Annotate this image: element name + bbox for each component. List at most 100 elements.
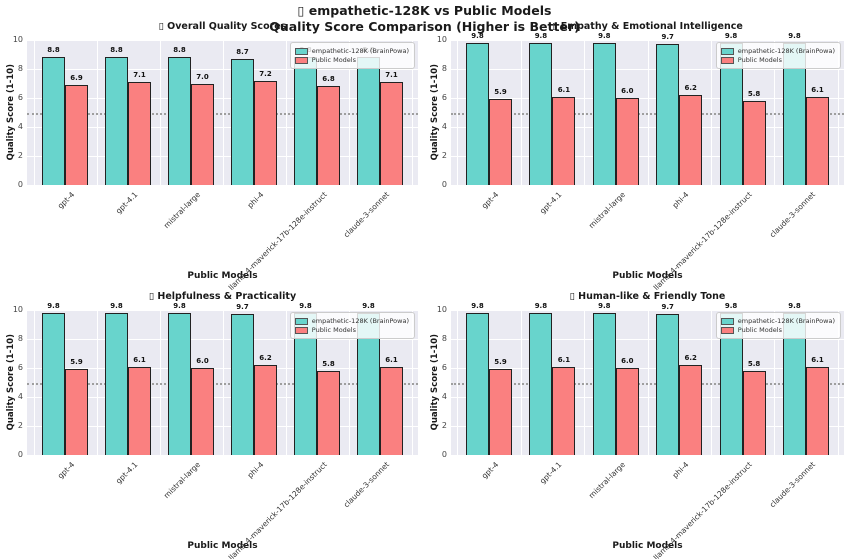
legend-label: Public Models: [311, 326, 357, 334]
x-tick-label-text: gpt-4.1: [538, 190, 564, 216]
y-tick-label: 2: [17, 421, 23, 430]
legend-item: Public Models: [720, 326, 835, 334]
y-tick-label: 8: [17, 334, 23, 343]
bar-value-label: 8.8: [173, 46, 186, 55]
bar-value-label: 6.8: [322, 75, 335, 84]
threshold-line: [451, 382, 844, 385]
bar-value-label: 8.8: [47, 46, 60, 55]
bar-value-label: 6.1: [133, 355, 146, 364]
legend-label: empathetic-128K (BrainPowa): [311, 47, 409, 55]
bar-empathetic-gpt-4: [42, 57, 65, 185]
x-tick-label-text: mistral-large: [162, 190, 203, 231]
bar-value-label: 9.8: [299, 301, 312, 310]
bar-value-label: 6.2: [684, 84, 697, 93]
x-tick-label-text: phi-4: [245, 190, 266, 210]
legend-label: Public Models: [737, 326, 783, 334]
bar-value-label: 9.7: [236, 303, 249, 312]
bar-value-label: 9.8: [788, 31, 801, 40]
bar-value-label: 9.8: [471, 31, 484, 40]
bar-empathetic-gpt-4-1: [105, 312, 128, 455]
bar-value-label: 6.0: [621, 87, 634, 95]
bar-empathetic-mistral-large: [592, 312, 616, 455]
bar-value-label: 6.2: [259, 354, 272, 363]
bar-public-mistral-large: [615, 98, 639, 185]
bar-public-mistral-large: [191, 83, 214, 185]
legend: empathetic-128K (BrainPowa) Public Models: [289, 312, 415, 339]
horizontal-gridline: [27, 40, 418, 41]
y-tick-label: 10: [12, 35, 23, 44]
bar-empathetic-gpt-4: [466, 312, 489, 455]
legend-swatch-public: [720, 326, 734, 334]
bar-empathetic-mistral-large: [592, 42, 616, 185]
bar-value-label: 9.8: [362, 301, 375, 310]
subplot-overall-quality-scores: ▯ Overall Quality Scores Quality Score (…: [6, 21, 418, 292]
x-tick-label-text: claude-3-sonnet: [768, 460, 818, 510]
subplot-empathy-emotional-intelligence: ▯ Empathy & Emotional Intelligence Quali…: [430, 21, 844, 292]
bar-value-label: 9.8: [598, 301, 611, 310]
x-tick-label-text: claude-3-sonnet: [768, 190, 818, 240]
bar-public-llama-4-maverick-17b-128e-instruct: [317, 86, 340, 185]
bar-value-label: 6.1: [557, 355, 571, 364]
y-tick-label: 10: [436, 35, 447, 44]
y-tick-label: 0: [17, 450, 23, 459]
bar-empathetic-mistral-large: [168, 312, 191, 455]
bar-public-phi-4: [679, 365, 703, 455]
legend-swatch-empathetic: [720, 47, 734, 55]
figure-title-line2: Quality Score Comparison (Higher is Bett…: [269, 19, 580, 34]
horizontal-gridline: [27, 156, 418, 157]
bar-empathetic-gpt-4: [42, 312, 65, 455]
horizontal-gridline: [27, 339, 418, 340]
bar-value-label: 8.8: [110, 46, 123, 55]
bar-public-gpt-4-1: [128, 366, 151, 455]
y-tick-label: 2: [441, 421, 447, 430]
y-tick-label: 0: [17, 180, 23, 189]
bar-value-label: 7.0: [196, 72, 209, 81]
bar-value-label: 6.1: [811, 85, 824, 94]
horizontal-gridline: [27, 310, 418, 311]
bar-public-llama-4-maverick-17b-128e-instruct: [317, 370, 340, 455]
bar-value-label: 5.8: [747, 359, 761, 368]
bar-public-gpt-4: [65, 84, 88, 185]
bar-value-label: 6.2: [684, 354, 697, 363]
y-tick-label: 0: [441, 180, 447, 189]
bar-value-label: 6.1: [557, 85, 571, 94]
horizontal-gridline: [451, 69, 844, 70]
horizontal-gridline: [27, 69, 418, 70]
y-axis-label: Quality Score (1-10): [5, 334, 16, 431]
legend-item: Public Models: [294, 56, 409, 64]
plot-area: 0 2 4 6 8 10 9.8 5.9 gpt-4 9.8 6.1 gpt-4.1 9.8 6.0 mis…: [437, 302, 844, 559]
legend-item: empathetic-128K (BrainPowa): [720, 47, 835, 55]
y-tick-label: 6: [17, 363, 23, 372]
horizontal-gridline: [451, 156, 844, 157]
bar-empathetic-gpt-4-1: [529, 42, 553, 185]
y-tick-label: 8: [17, 64, 23, 73]
horizontal-gridline: [451, 40, 844, 41]
bar-value-label: 9.8: [724, 31, 738, 40]
y-tick-label: 2: [441, 151, 447, 160]
y-tick-label: 4: [441, 122, 447, 131]
horizontal-gridline: [451, 98, 844, 99]
plot-area: 0 2 4 6 8 10 9.8 5.9 gpt-4 9.8 6.1 gpt-4.1 9.8 6.0 mis…: [13, 302, 418, 559]
subplot-helpfulness-practicality: ▯ Helpfulness & Practicality Quality Sco…: [6, 291, 418, 559]
bar-value-label: 9.7: [661, 303, 674, 312]
threshold-line: [27, 382, 418, 385]
legend-item: Public Models: [294, 326, 409, 334]
y-tick-label: 6: [17, 93, 23, 102]
x-tick-label-text: mistral-large: [587, 460, 628, 501]
x-axis-label: Public Models: [612, 271, 683, 281]
bar-value-label: 6.0: [621, 357, 634, 365]
x-tick-label-text: gpt-4: [55, 460, 77, 481]
legend-swatch-public: [294, 56, 308, 64]
bar-public-phi-4: [254, 80, 277, 185]
horizontal-gridline: [451, 368, 844, 369]
y-tick-label: 4: [17, 392, 23, 401]
bar-empathetic-phi-4: [231, 58, 254, 185]
threshold-line: [27, 112, 418, 115]
bar-public-phi-4: [679, 95, 703, 185]
bar-value-label: 9.8: [110, 301, 123, 310]
legend-label: Public Models: [737, 56, 783, 64]
bar-value-label: 9.8: [471, 301, 484, 310]
y-tick-label: 6: [441, 93, 447, 102]
bar-public-gpt-4-1: [128, 82, 151, 185]
